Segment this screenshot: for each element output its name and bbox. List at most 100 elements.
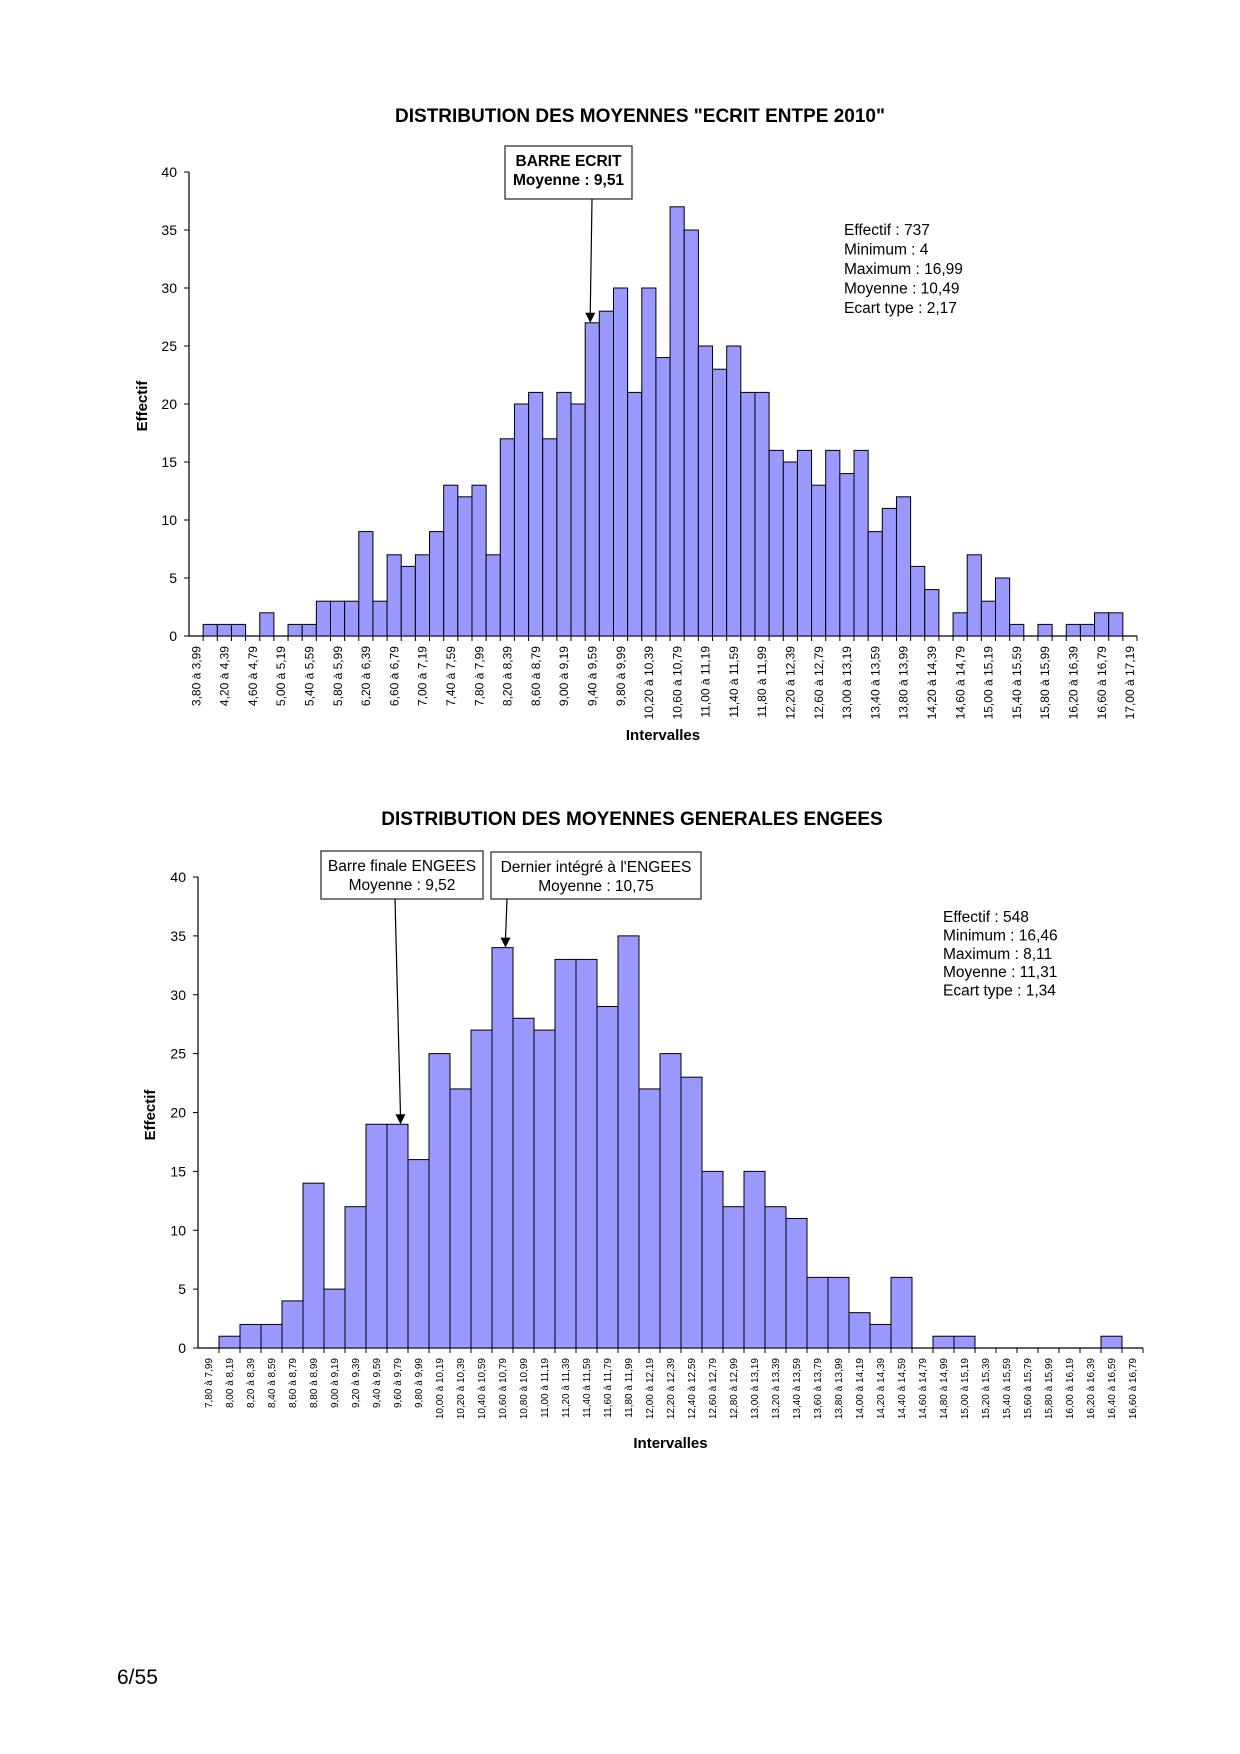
bar bbox=[449, 1088, 472, 1349]
bar bbox=[980, 600, 997, 637]
bar bbox=[697, 345, 714, 637]
x-tick-label: 12,60 à 12,79 bbox=[812, 646, 826, 720]
x-tick-label: 13,40 à 13,59 bbox=[792, 1358, 803, 1420]
bar bbox=[386, 554, 402, 637]
annotation-text: Moyenne : 10,75 bbox=[538, 878, 653, 895]
y-tick-label: 25 bbox=[161, 338, 177, 354]
x-tick-label: 3,80 à 3,99 bbox=[189, 646, 203, 706]
y-tick-label: 35 bbox=[170, 928, 186, 944]
stats-line: Effectif : 548 bbox=[943, 909, 1029, 926]
bar bbox=[659, 1053, 682, 1349]
arrowhead-icon bbox=[585, 312, 596, 323]
annotation-arrow-line bbox=[504, 898, 508, 939]
x-tick-label: 8,00 à 8,19 bbox=[225, 1358, 236, 1408]
stats-line: Ecart type : 2,17 bbox=[844, 300, 957, 317]
y-axis-label: Effectif bbox=[142, 1089, 159, 1141]
bar bbox=[329, 600, 346, 637]
x-tick-label: 11,00 à 11,19 bbox=[699, 646, 713, 718]
x-tick-label: 12,40 à 12,59 bbox=[687, 1358, 698, 1420]
bar bbox=[669, 206, 685, 637]
x-tick-label: 11,80 à 11,99 bbox=[624, 1358, 635, 1418]
bar bbox=[491, 947, 514, 1349]
chart-2: DISTRIBUTION DES MOYENNES GENERALES ENGE… bbox=[142, 809, 1144, 1452]
x-tick-label: 9,80 à 9,99 bbox=[614, 646, 628, 706]
bar bbox=[407, 1159, 430, 1349]
x-tick-label: 13,80 à 13,99 bbox=[834, 1358, 845, 1420]
x-tick-label: 10,00 à 10,19 bbox=[435, 1358, 446, 1420]
x-tick-label: 6,60 à 6,79 bbox=[387, 646, 401, 706]
bar bbox=[230, 623, 247, 637]
bar bbox=[386, 1123, 409, 1349]
x-tick-label: 9,80 à 9,99 bbox=[414, 1358, 425, 1408]
bar bbox=[881, 507, 897, 637]
bar bbox=[499, 438, 515, 637]
x-tick-label: 9,00 à 9,19 bbox=[330, 1358, 341, 1408]
bar bbox=[287, 623, 303, 637]
bar bbox=[202, 623, 218, 637]
bar bbox=[740, 391, 756, 637]
stats-line: Maximum : 16,99 bbox=[844, 261, 963, 278]
bar bbox=[764, 1206, 787, 1349]
x-tick-label: 9,20 à 9,39 bbox=[351, 1358, 362, 1408]
y-tick-label: 10 bbox=[170, 1222, 186, 1238]
x-tick-label: 8,20 à 8,39 bbox=[501, 646, 515, 706]
bar bbox=[839, 473, 855, 637]
x-tick-label: 9,00 à 9,19 bbox=[557, 646, 571, 706]
annotation-text: Moyenne : 9,52 bbox=[349, 877, 456, 894]
stats-line: Minimum : 4 bbox=[844, 242, 929, 259]
bar bbox=[344, 1206, 367, 1349]
bar bbox=[457, 496, 473, 637]
x-tick-label: 7,40 à 7,59 bbox=[444, 646, 458, 706]
x-tick-label: 16,40 à 16,59 bbox=[1107, 1358, 1118, 1420]
bar bbox=[617, 935, 640, 1349]
x-tick-label: 5,40 à 5,59 bbox=[302, 646, 316, 706]
x-tick-label: 7,80 à 7,99 bbox=[472, 646, 486, 706]
y-tick-label: 40 bbox=[161, 164, 177, 180]
annotation-text: BARRE ECRIT bbox=[516, 153, 622, 170]
bar bbox=[216, 623, 232, 637]
x-tick-label: 7,80 à 7,99 bbox=[204, 1358, 215, 1408]
bar bbox=[655, 357, 671, 637]
bar bbox=[924, 589, 940, 637]
y-tick-label: 5 bbox=[169, 570, 177, 586]
annotation-arrow-line bbox=[394, 898, 402, 1116]
bar bbox=[414, 554, 431, 637]
y-axis-label: Effectif bbox=[134, 380, 151, 432]
stats-line: Ecart type : 1,34 bbox=[943, 983, 1056, 1000]
x-tick-label: 8,20 à 8,39 bbox=[246, 1358, 257, 1408]
bar bbox=[259, 612, 275, 637]
y-tick-label: 5 bbox=[178, 1281, 186, 1297]
y-tick-label: 40 bbox=[170, 869, 186, 885]
x-tick-label: 11,40 à 11,59 bbox=[582, 1358, 593, 1418]
bar bbox=[743, 1170, 766, 1349]
bar bbox=[848, 1312, 871, 1349]
bar bbox=[785, 1217, 808, 1349]
bar bbox=[575, 958, 598, 1349]
x-tick-label: 15,40 à 15,59 bbox=[1010, 646, 1024, 720]
annotation-text: Moyenne : 9,51 bbox=[513, 172, 624, 189]
bar bbox=[471, 484, 487, 637]
arrowhead-icon bbox=[500, 937, 511, 948]
x-tick-label: 14,60 à 14,79 bbox=[953, 646, 967, 720]
bar bbox=[712, 368, 728, 637]
x-tick-label: 10,60 à 10,79 bbox=[670, 646, 684, 720]
x-tick-label: 15,20 à 15,39 bbox=[981, 1358, 992, 1420]
bar bbox=[428, 1053, 451, 1349]
y-tick-label: 25 bbox=[170, 1046, 186, 1062]
bar bbox=[1079, 623, 1096, 637]
x-tick-label: 6,20 à 6,39 bbox=[359, 646, 373, 706]
x-tick-label: 4,20 à 4,39 bbox=[218, 646, 232, 706]
x-tick-label: 12,00 à 12,19 bbox=[645, 1358, 656, 1420]
x-tick-label: 11,60 à 11,79 bbox=[603, 1358, 614, 1418]
bar bbox=[1094, 612, 1110, 637]
bar bbox=[323, 1288, 346, 1349]
x-tick-label: 14,20 à 14,39 bbox=[925, 646, 939, 720]
bar bbox=[966, 554, 982, 637]
x-tick-label: 15,80 à 15,99 bbox=[1044, 1358, 1055, 1420]
x-tick-label: 10,40 à 10,59 bbox=[477, 1358, 488, 1420]
bar bbox=[890, 1276, 913, 1349]
bar bbox=[400, 565, 416, 637]
chart-title: DISTRIBUTION DES MOYENNES GENERALES ENGE… bbox=[381, 809, 882, 830]
bar bbox=[806, 1276, 829, 1349]
annotation-callout: BARRE ECRIT Moyenne : 9,51 bbox=[504, 145, 633, 323]
